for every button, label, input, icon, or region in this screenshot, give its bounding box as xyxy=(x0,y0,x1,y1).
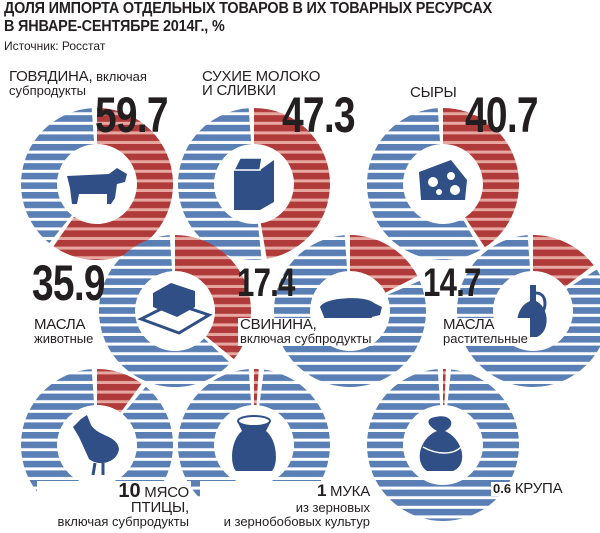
value-flour: 1 xyxy=(316,481,327,500)
value-beef: 59.7 xyxy=(95,87,169,143)
donut-beef xyxy=(21,108,173,260)
import-slice-beef xyxy=(53,108,173,260)
label-beef: ГОВЯДИНА, включая субпродукты xyxy=(9,68,147,98)
label-beef-sub: включая xyxy=(96,69,147,84)
label-poultry-sub2: включая субпродукты xyxy=(57,514,189,529)
label-poultry-sub: ПТИЦЫ, xyxy=(130,499,189,516)
label-flour: 1 МУКА из зерновых и зернобобовых культу… xyxy=(200,481,372,529)
domestic-slice-milk xyxy=(178,108,262,260)
domestic-slice-grain xyxy=(366,369,519,521)
label-pork-sub: включая субпродукты xyxy=(240,331,372,346)
label-milk-main: СУХИЕ МОЛОКО xyxy=(202,68,321,85)
grain-bag-icon xyxy=(419,416,463,471)
import-slice-veg-oil xyxy=(533,235,594,287)
label-veg-oil-sub: растительные xyxy=(443,331,528,346)
label-pork-main: СВИНИНА, xyxy=(240,316,317,333)
label-grain: 0.6 КРУПА xyxy=(491,480,565,497)
donut-pork xyxy=(274,235,427,387)
label-grain-main: КРУПА xyxy=(514,480,563,497)
label-beef-sub2: субпродукты xyxy=(9,83,87,98)
flour-sack-top xyxy=(237,415,271,427)
flour-sack-icon xyxy=(232,415,276,471)
label-cheese: СЫРЫ xyxy=(410,84,457,101)
domestic-slice-beef xyxy=(21,108,95,244)
donut-milk xyxy=(178,108,330,260)
cow-icon-shape xyxy=(67,168,127,204)
import-slice-cheese xyxy=(443,108,519,248)
chart-title-line-2: В ЯНВАРЕ-СЕНТЯБРЕ 2014Г., % xyxy=(4,18,225,35)
cheese-hole xyxy=(447,172,455,180)
label-flour-sub: из зерновых xyxy=(295,500,370,515)
milk-carton-icon-shape xyxy=(234,160,274,210)
cheese-hole xyxy=(428,177,438,187)
label-flour-sub2: и зернобобовых культур xyxy=(223,514,370,529)
flour-sack-icon-shape xyxy=(232,423,276,471)
label-veg-oil-main: МАСЛА xyxy=(443,316,495,333)
value-pork: 17.4 xyxy=(237,261,295,305)
chart-title: ДОЛЯ ИМПОРТА ОТДЕЛЬНЫХ ТОВАРОВ В ИХ ТОВА… xyxy=(4,0,555,36)
import-slice-flour xyxy=(254,369,259,406)
chicken-icon-shape xyxy=(73,415,119,464)
milk-carton-top-shape xyxy=(232,157,263,171)
label-beef-main: ГОВЯДИНА, xyxy=(9,68,93,85)
label-poultry: 10 МЯСО ПТИЦЫ, включая субпродукты xyxy=(37,481,191,529)
chicken-legs xyxy=(91,462,105,476)
cheese-hole xyxy=(450,185,460,195)
butter-icon-shape xyxy=(153,283,195,317)
import-slice-pork xyxy=(350,235,418,293)
import-slice-animal-oil xyxy=(175,235,251,360)
label-milk-sub: И СЛИВКИ xyxy=(202,82,276,99)
import-slice-poultry xyxy=(97,369,142,413)
domestic-slice-cheese xyxy=(366,108,481,260)
label-poultry-main: МЯСО xyxy=(144,484,189,501)
cheese-icon xyxy=(419,160,467,200)
chart-source: Источник: Росстат xyxy=(4,39,106,53)
value-milk: 47.3 xyxy=(282,87,356,143)
grain-bag-icon-shape xyxy=(419,416,463,471)
domestic-slice-animal-oil xyxy=(98,235,231,387)
chicken-icon xyxy=(73,415,119,476)
domestic-slice-veg-oil xyxy=(457,235,600,387)
label-animal-oil-sub: животные xyxy=(34,331,94,346)
value-veg-oil: 14.7 xyxy=(423,261,481,305)
value-grain: 0.6 xyxy=(493,481,512,496)
label-flour-main: МУКА xyxy=(330,483,370,500)
label-animal-oil-main: МАСЛА xyxy=(34,316,86,333)
donut-grain xyxy=(366,369,519,521)
butter-icon xyxy=(137,283,213,335)
value-cheese: 40.7 xyxy=(465,87,539,143)
donut-animal-oil xyxy=(98,235,251,387)
milk-carton-icon xyxy=(232,157,274,210)
import-slice-milk xyxy=(254,108,330,259)
import-slice-grain xyxy=(443,369,446,406)
grain-bag-fold xyxy=(422,446,462,454)
value-animal-oil: 35.9 xyxy=(32,255,106,311)
label-animal-oil: МАСЛА животные xyxy=(34,316,94,346)
value-poultry: 10 xyxy=(118,480,141,502)
label-veg-oil: МАСЛА растительные xyxy=(441,316,530,346)
domestic-slice-pork xyxy=(274,235,427,387)
cheese-hole xyxy=(436,189,442,195)
cow-icon xyxy=(67,168,127,204)
oil-bottle-handle xyxy=(535,291,547,315)
donut-cheese xyxy=(366,108,519,260)
label-pork: СВИНИНА, включая субпродукты xyxy=(238,316,374,346)
label-milk: СУХИЕ МОЛОКО И СЛИВКИ xyxy=(202,68,321,99)
chart-title-line-1: ДОЛЯ ИМПОРТА ОТДЕЛЬНЫХ ТОВАРОВ В ИХ ТОВА… xyxy=(4,0,493,17)
